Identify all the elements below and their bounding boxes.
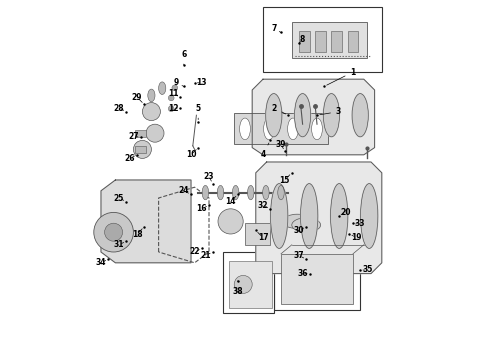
Text: 24: 24 [178,186,189,195]
Bar [234,113,328,144]
Text: 16: 16 [196,204,207,213]
Text: 35: 35 [362,266,372,275]
Ellipse shape [300,184,318,248]
Text: 3: 3 [320,107,341,116]
Text: 36: 36 [297,269,308,278]
Bar [229,261,272,308]
Ellipse shape [159,82,166,95]
Circle shape [104,223,122,241]
Circle shape [94,212,133,252]
Ellipse shape [247,185,254,200]
Text: 22: 22 [189,248,200,256]
Text: 37: 37 [294,251,304,260]
Text: 30: 30 [294,226,304,235]
Text: 18: 18 [132,229,142,239]
Bar [281,254,353,304]
Bar [315,31,326,52]
Polygon shape [101,180,191,263]
Circle shape [169,106,174,112]
Ellipse shape [270,184,288,248]
Text: 26: 26 [124,154,135,163]
Circle shape [133,140,151,158]
Text: 14: 14 [225,196,236,206]
Text: 20: 20 [341,208,351,217]
Ellipse shape [294,94,311,137]
Ellipse shape [288,118,298,140]
Text: 6: 6 [181,50,186,65]
Bar [135,146,146,153]
Ellipse shape [323,94,340,137]
Ellipse shape [278,185,284,200]
Bar [223,252,274,313]
Text: 34: 34 [96,258,106,267]
Ellipse shape [217,185,224,200]
Text: 38: 38 [232,281,243,296]
Bar [292,22,368,58]
Text: 33: 33 [355,219,366,228]
Bar [347,31,358,52]
Text: 19: 19 [351,233,362,242]
Text: 21: 21 [200,251,211,260]
Text: 13: 13 [196,78,207,87]
Circle shape [143,103,160,121]
Bar [274,245,360,310]
Text: 10: 10 [186,149,196,159]
Ellipse shape [148,89,155,102]
Bar [245,223,270,245]
Ellipse shape [264,118,274,140]
Bar [331,31,342,52]
Circle shape [169,95,174,101]
Ellipse shape [352,94,368,137]
Text: 32: 32 [258,201,268,210]
Ellipse shape [266,94,282,137]
Text: 12: 12 [168,104,178,113]
Text: 5: 5 [196,104,201,120]
Text: 8: 8 [299,35,305,44]
Ellipse shape [331,184,348,248]
Bar [263,7,382,72]
Text: 11: 11 [168,89,178,98]
Text: 4: 4 [260,143,269,159]
Text: 25: 25 [114,194,124,202]
Text: 17: 17 [258,232,269,242]
Ellipse shape [312,118,322,140]
Polygon shape [252,79,374,155]
Circle shape [218,209,243,234]
Text: 1: 1 [327,68,356,85]
Ellipse shape [202,185,209,200]
Text: 15: 15 [279,175,290,185]
Ellipse shape [283,214,312,229]
Circle shape [234,275,252,293]
Text: 29: 29 [132,93,142,103]
Text: 9: 9 [174,78,184,87]
Ellipse shape [232,185,239,200]
Ellipse shape [263,185,269,200]
Circle shape [172,85,178,91]
Bar [299,31,310,52]
Text: 28: 28 [114,104,124,113]
Text: 7: 7 [271,24,281,33]
Text: 27: 27 [128,132,139,141]
Ellipse shape [292,218,320,232]
Text: 23: 23 [204,172,214,181]
Bar [135,130,146,137]
Circle shape [146,124,164,142]
Text: 31: 31 [114,240,124,249]
Ellipse shape [240,118,250,140]
Text: 39: 39 [276,140,286,149]
Text: 2: 2 [271,104,286,114]
Polygon shape [256,162,382,274]
Ellipse shape [361,184,378,248]
